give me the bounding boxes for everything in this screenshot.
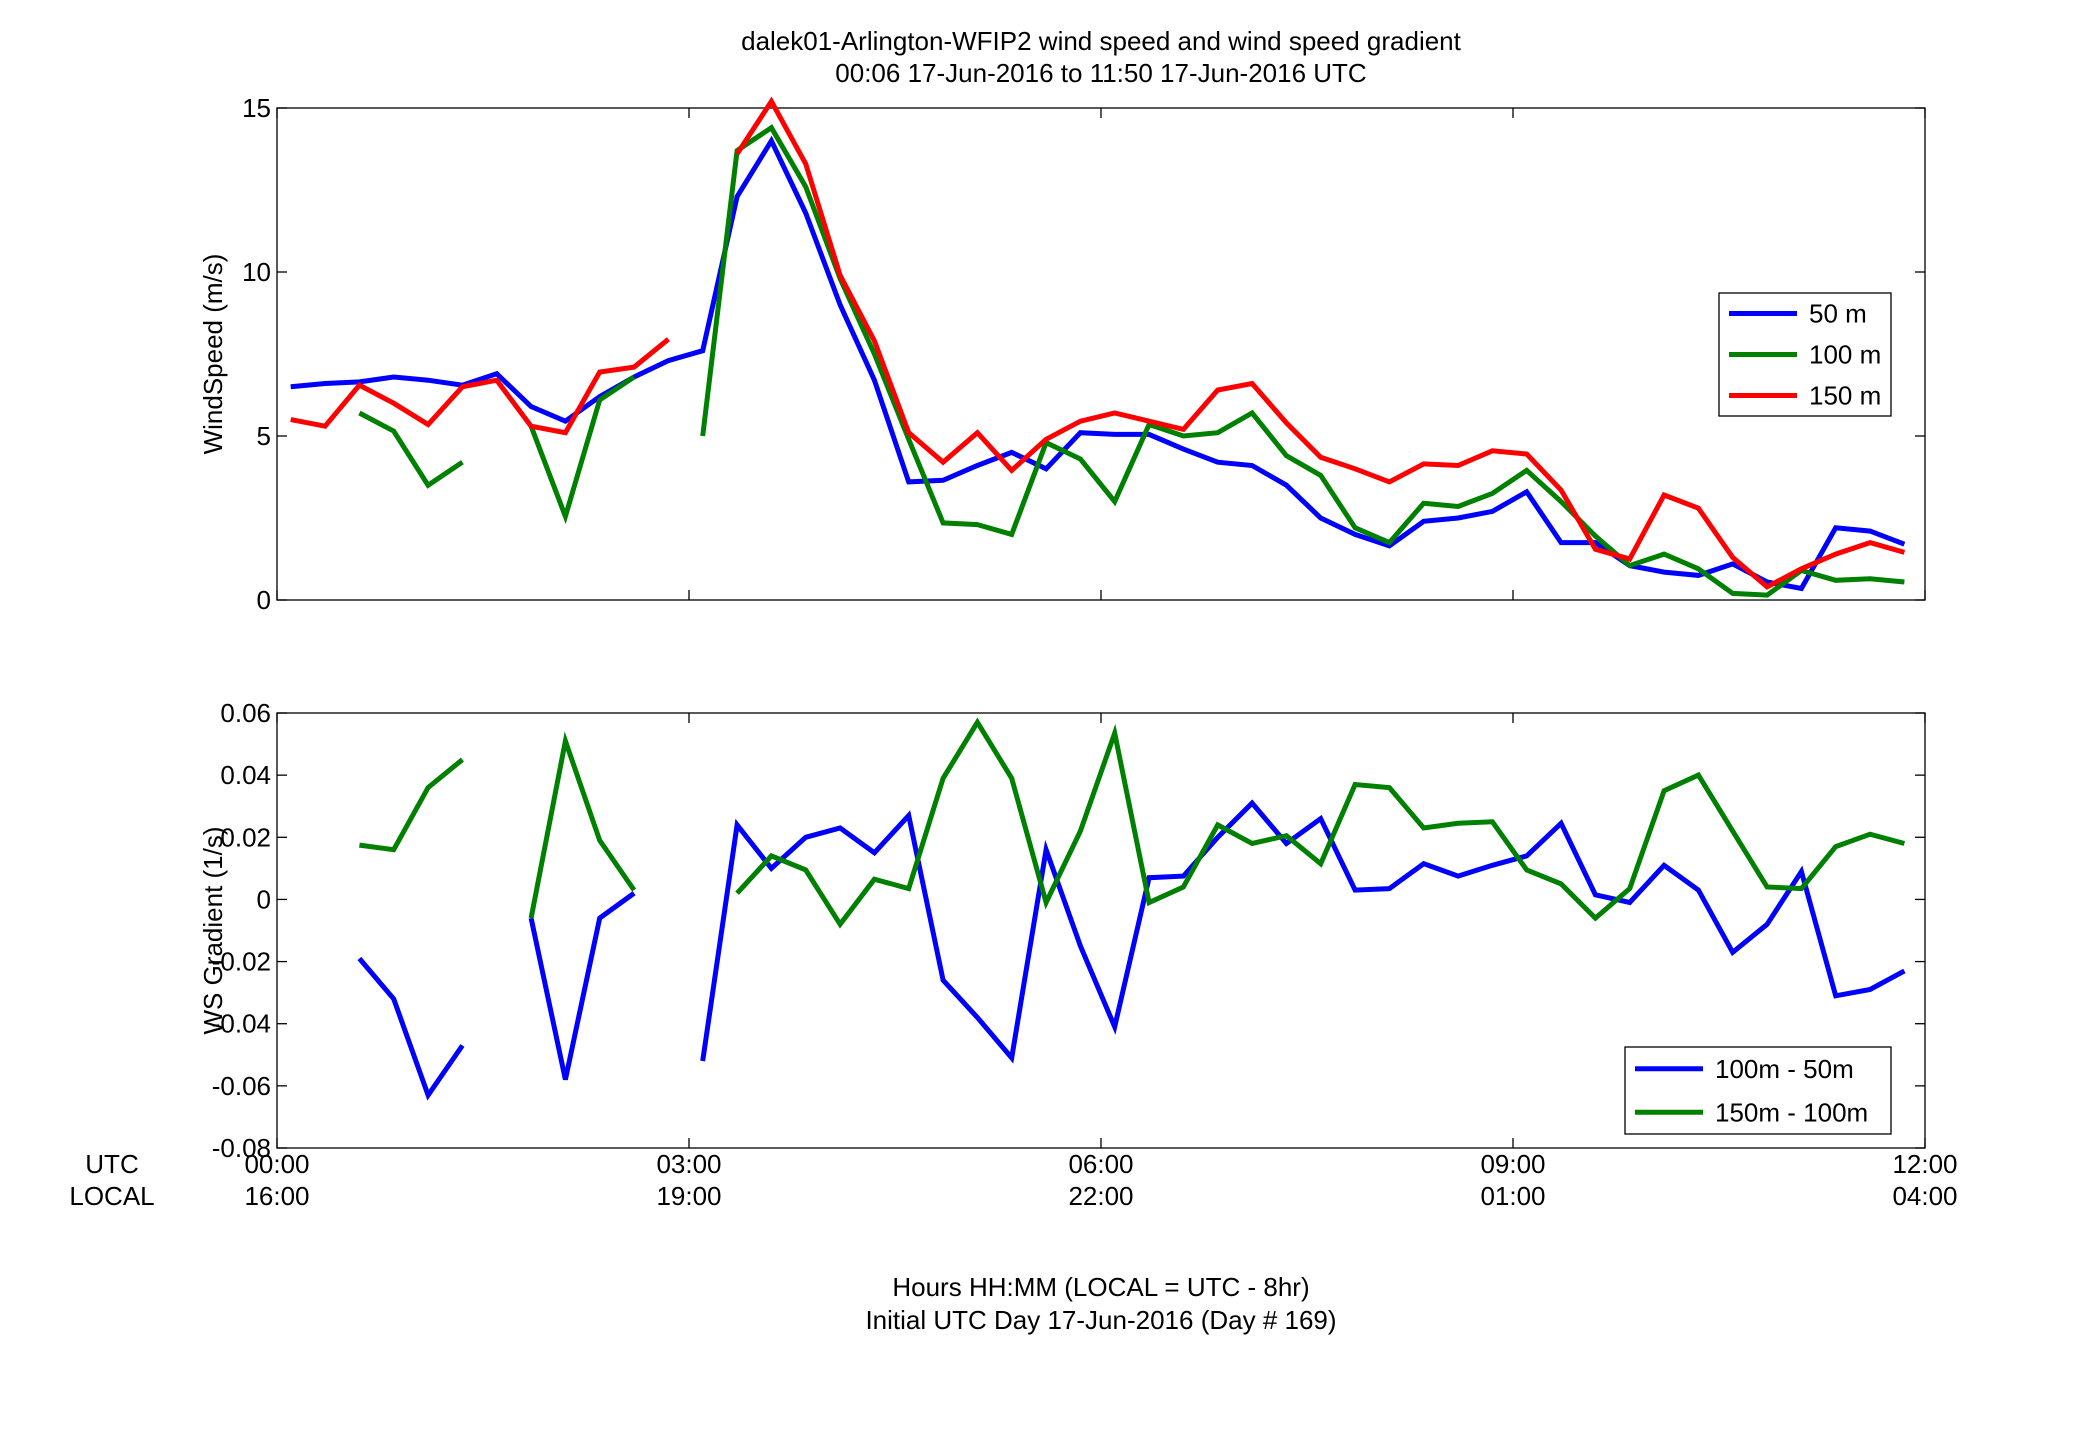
gradient-legend: 100m - 50m 150m - 100m bbox=[1625, 1047, 1891, 1134]
gradient-y-tick-label: 0.06 bbox=[220, 698, 271, 728]
series-line-150m-100m bbox=[531, 741, 634, 918]
x-tick-label-utc: 00:00 bbox=[244, 1149, 309, 1179]
x-tick-label-local: 19:00 bbox=[656, 1181, 721, 1211]
series-100-m bbox=[359, 128, 1904, 596]
windspeed-panel: 0 5 10 15 WindSpeed (m/s) 50 m 100 m 150 m bbox=[198, 93, 1925, 615]
x-tick-label-local: 01:00 bbox=[1480, 1181, 1545, 1211]
series-line-100m-50m bbox=[531, 893, 634, 1079]
windspeed-y-tick-label: 10 bbox=[242, 257, 271, 287]
gradient-y-axis-label: WS Gradient (1/s) bbox=[198, 826, 228, 1034]
windspeed-y-tick-label: 0 bbox=[257, 585, 271, 615]
windspeed-y-axis-label: WindSpeed (m/s) bbox=[198, 254, 228, 455]
gradient-y-tick-label: 0.04 bbox=[220, 760, 271, 790]
gradient-y-tick-label: -0.06 bbox=[212, 1071, 271, 1101]
x-tick-label-utc: 09:00 bbox=[1480, 1149, 1545, 1179]
windspeed-legend: 50 m 100 m 150 m bbox=[1719, 293, 1891, 416]
legend-label-150m-100m: 150m - 100m bbox=[1715, 1097, 1868, 1127]
legend-label-100m-50m: 100m - 50m bbox=[1715, 1054, 1854, 1084]
series-line-100m-50m bbox=[703, 803, 1905, 1061]
chart-title-line1: dalek01-Arlington-WFIP2 wind speed and w… bbox=[741, 26, 1462, 56]
x-axis-label-line1: Hours HH:MM (LOCAL = UTC - 8hr) bbox=[892, 1272, 1309, 1302]
series-line-150m-100m bbox=[359, 760, 462, 850]
x-tick-label-utc: 12:00 bbox=[1892, 1149, 1957, 1179]
series-line-100m-50m bbox=[359, 959, 462, 1096]
series-line-100-m bbox=[359, 413, 462, 485]
windspeed-y-tick-label: 15 bbox=[242, 93, 271, 123]
windspeed-y-tick-label: 5 bbox=[257, 421, 271, 451]
chart-title-line2: 00:06 17-Jun-2016 to 11:50 17-Jun-2016 U… bbox=[835, 58, 1366, 88]
gradient-y-tick-label: 0 bbox=[257, 884, 271, 914]
utc-row-label: UTC bbox=[85, 1149, 138, 1179]
local-row-label: LOCAL bbox=[69, 1181, 154, 1211]
legend-label-150-m: 150 m bbox=[1809, 381, 1881, 411]
series-150-m bbox=[291, 101, 1905, 587]
x-tick-label-local: 16:00 bbox=[244, 1181, 309, 1211]
legend-label-50-m: 50 m bbox=[1809, 299, 1867, 329]
series-150m-100m bbox=[359, 722, 1904, 924]
series-line-50-m bbox=[291, 141, 1905, 589]
x-tick-label-local: 22:00 bbox=[1068, 1181, 1133, 1211]
x-tick-label-local: 04:00 bbox=[1892, 1181, 1957, 1211]
x-tick-label-utc: 06:00 bbox=[1068, 1149, 1133, 1179]
windspeed-axes-frame bbox=[277, 108, 1925, 600]
legend-label-100-m: 100 m bbox=[1809, 340, 1881, 370]
x-tick-label-utc: 03:00 bbox=[656, 1149, 721, 1179]
series-50-m bbox=[291, 141, 1905, 589]
series-line-150-m bbox=[291, 339, 669, 433]
x-axis-label-line2: Initial UTC Day 17-Jun-2016 (Day # 169) bbox=[865, 1305, 1336, 1335]
